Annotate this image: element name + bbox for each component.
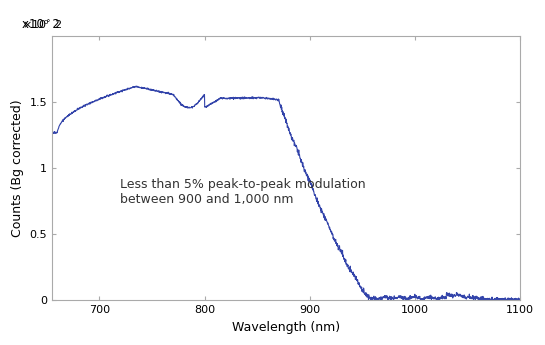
Text: x10ᵒ 2: x10ᵒ 2 xyxy=(22,18,59,31)
Text: $\times$10$^{\circ}$ 2: $\times$10$^{\circ}$ 2 xyxy=(22,19,62,31)
Y-axis label: Counts (Bg corrected): Counts (Bg corrected) xyxy=(11,100,24,237)
Text: Less than 5% peak-to-peak modulation
between 900 and 1,000 nm: Less than 5% peak-to-peak modulation bet… xyxy=(120,178,366,206)
X-axis label: Wavelength (nm): Wavelength (nm) xyxy=(232,321,340,334)
